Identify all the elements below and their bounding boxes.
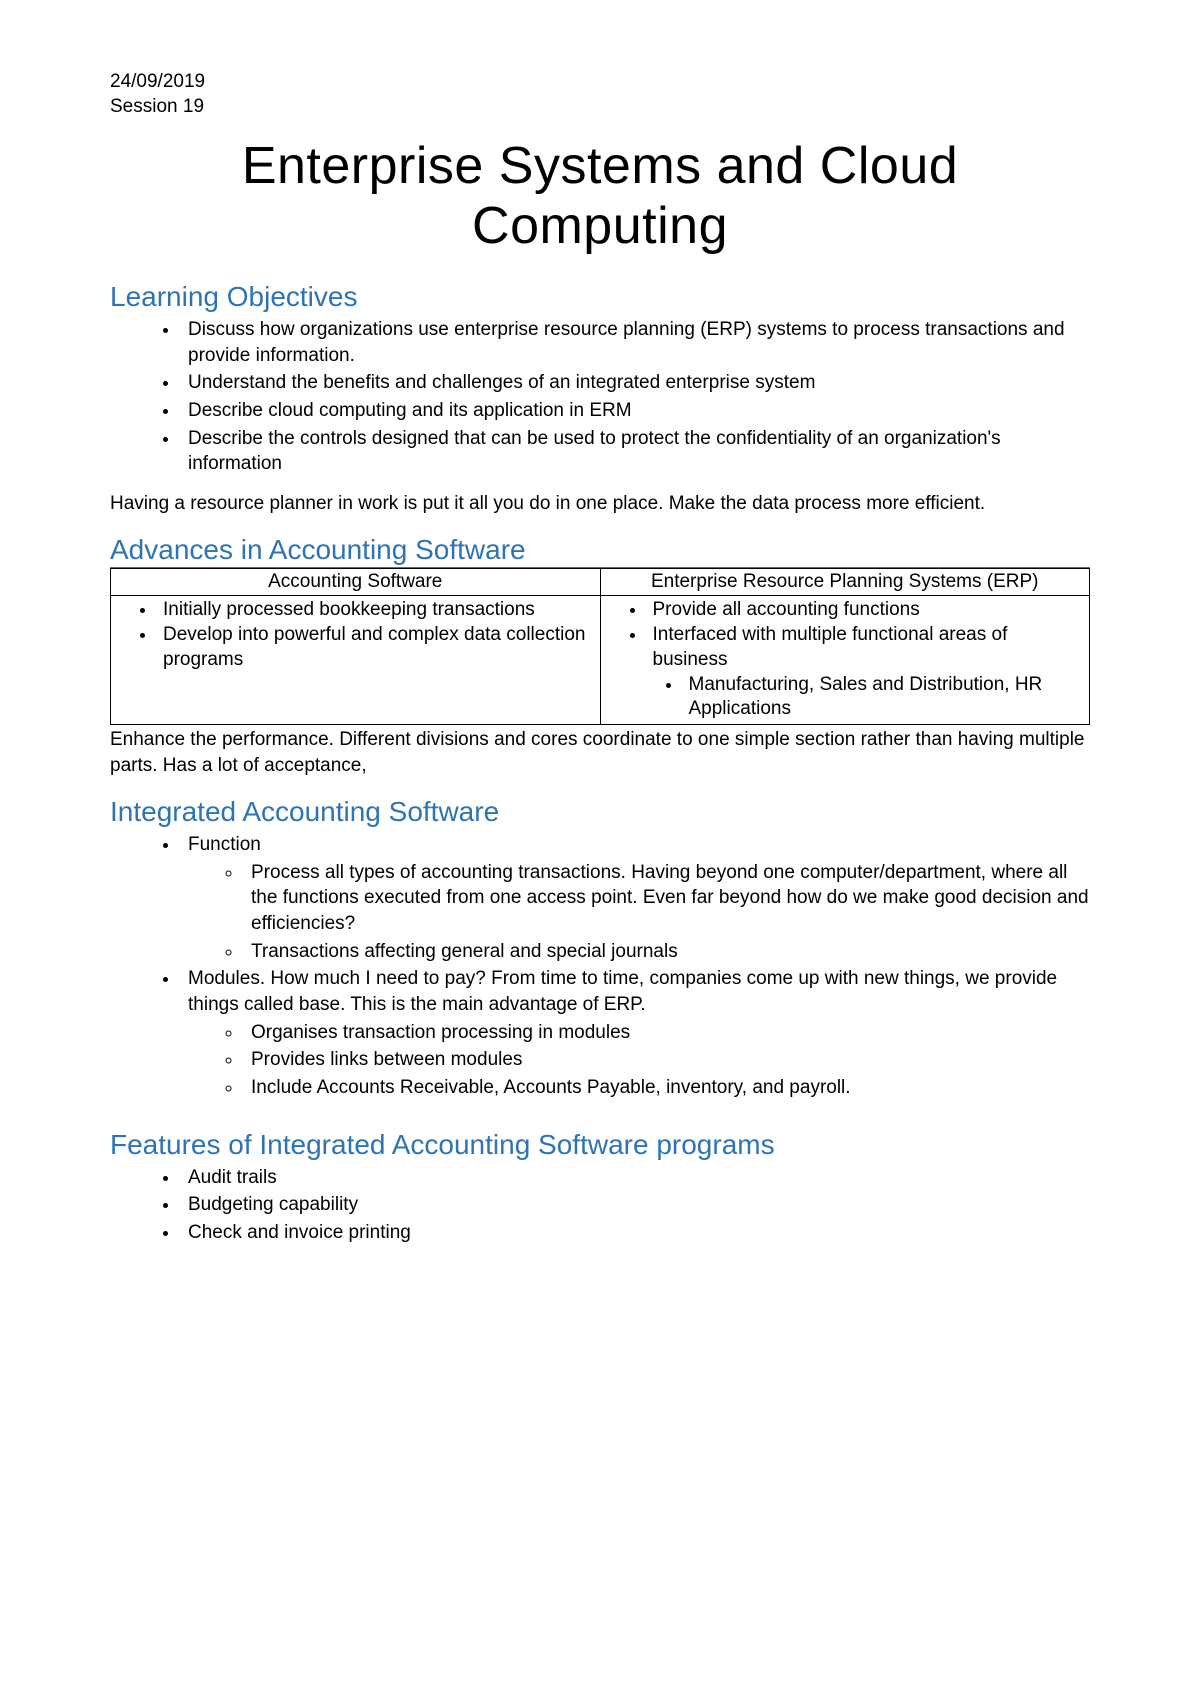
table-header-col1: Accounting Software — [111, 569, 601, 596]
list-item: Initially processed bookkeeping transact… — [157, 598, 594, 623]
features-list: Audit trails Budgeting capability Check … — [110, 1165, 1090, 1246]
list-item: Provides links between modules — [243, 1047, 1090, 1073]
list-item: Include Accounts Receivable, Accounts Pa… — [243, 1075, 1090, 1101]
header-date: 24/09/2019 — [110, 70, 1090, 95]
list-item: Budgeting capability — [180, 1192, 1090, 1218]
list-item: Provide all accounting functions — [647, 598, 1084, 623]
list-item: Process all types of accounting transact… — [243, 860, 1090, 937]
heading-advances: Advances in Accounting Software — [110, 534, 1090, 568]
list-item: Understand the benefits and challenges o… — [180, 370, 1090, 396]
integrated-list: Function Process all types of accounting… — [110, 832, 1090, 1100]
page-header: 24/09/2019 Session 19 — [110, 70, 1090, 119]
table-cell-col1: Initially processed bookkeeping transact… — [111, 596, 601, 724]
list-item: Interfaced with multiple functional area… — [647, 623, 1084, 672]
list-item: Transactions affecting general and speci… — [243, 939, 1090, 965]
list-item: Discuss how organizations use enterprise… — [180, 317, 1090, 368]
heading-learning-objectives: Learning Objectives — [110, 281, 1090, 313]
list-item: Describe the controls designed that can … — [180, 426, 1090, 477]
learning-para: Having a resource planner in work is put… — [110, 491, 1090, 517]
item-label: Modules. How much I need to pay? From ti… — [188, 968, 1057, 1015]
heading-features: Features of Integrated Accounting Softwa… — [110, 1129, 1090, 1161]
table-header-col2: Enterprise Resource Planning Systems (ER… — [600, 569, 1090, 596]
learning-objectives-list: Discuss how organizations use enterprise… — [110, 317, 1090, 477]
header-session: Session 19 — [110, 95, 1090, 120]
list-item: Organises transaction processing in modu… — [243, 1020, 1090, 1046]
list-item: Modules. How much I need to pay? From ti… — [180, 966, 1090, 1100]
list-item: Develop into powerful and complex data c… — [157, 623, 594, 672]
list-item: Describe cloud computing and its applica… — [180, 398, 1090, 424]
list-item: Check and invoice printing — [180, 1220, 1090, 1246]
page-title: Enterprise Systems and Cloud Computing — [110, 137, 1090, 257]
item-label: Function — [188, 834, 261, 855]
list-item: Function Process all types of accounting… — [180, 832, 1090, 964]
table-cell-col2: Provide all accounting functions Interfa… — [600, 596, 1090, 724]
heading-integrated: Integrated Accounting Software — [110, 796, 1090, 828]
list-item: Manufacturing, Sales and Distribution, H… — [683, 673, 1084, 722]
advances-table: Accounting Software Enterprise Resource … — [110, 568, 1090, 724]
list-item: Audit trails — [180, 1165, 1090, 1191]
advances-para: Enhance the performance. Different divis… — [110, 727, 1090, 778]
